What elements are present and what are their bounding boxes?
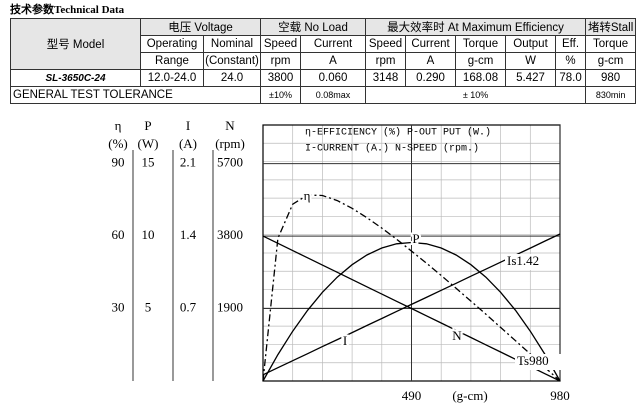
curve	[262, 235, 561, 382]
legend-text: I-CURRENT (A.) N-SPEED (rpm.)	[305, 143, 479, 155]
annotation-bg	[505, 254, 551, 270]
curve-label: N	[452, 328, 462, 343]
spec-table: 型号 Model 电压 Voltage 空载 No Load 最大效率时 At …	[9, 18, 637, 104]
cell: GENERAL TEST TOLERANCE	[9, 86, 262, 104]
curve-label: P	[412, 231, 419, 246]
curve-label: P	[412, 231, 419, 246]
y-tick-label: 90	[112, 155, 125, 170]
y-tick-label: 5700	[217, 155, 243, 170]
cell: Output	[505, 35, 557, 53]
cell: 空载 No Load	[260, 18, 367, 36]
annotation-bg	[515, 354, 561, 370]
y-tick-label: 30	[112, 300, 125, 315]
axis-label: N	[225, 118, 235, 133]
curve-label: I	[343, 333, 347, 348]
cell: 堵转Stall	[585, 18, 637, 36]
axis-unit: (A)	[179, 136, 197, 151]
axis-unit: (%)	[108, 136, 128, 151]
x-axis-label: (g-cm)	[452, 388, 487, 403]
y-tick-label: 5	[145, 300, 152, 315]
cell: 12.0-24.0	[140, 69, 204, 87]
cell: 电压 Voltage	[139, 18, 262, 36]
curve-label: I	[343, 333, 347, 348]
cell: ±10%	[260, 86, 302, 104]
cell: Nominal	[202, 35, 262, 53]
curve-label: η	[304, 188, 311, 203]
axis-unit: (rpm)	[215, 136, 245, 151]
y-tick-label: 1900	[217, 300, 243, 315]
cell: Eff.	[555, 35, 587, 53]
y-tick-label: 0.7	[180, 300, 197, 315]
y-tick-label: 60	[112, 227, 125, 242]
curve-label: N	[452, 328, 462, 343]
cell: Operating	[140, 35, 204, 53]
y-tick-label: 3800	[217, 227, 243, 242]
y-tick-label: 15	[142, 155, 155, 170]
cell: ± 10%	[365, 86, 587, 104]
axis-unit: (W)	[138, 136, 159, 151]
x-tick-label: 490	[402, 388, 422, 403]
curve	[262, 194, 561, 382]
annotation: Ts980	[517, 353, 549, 368]
cell: 168.08	[455, 69, 507, 87]
axis-label: P	[144, 118, 151, 133]
legend-text: η-EFFICIENCY (%) P-OUT PUT (W.)	[305, 127, 491, 139]
title: 技术参数Technical Data	[10, 4, 125, 16]
cell: 最大效率时 At Maximum Efficiency	[365, 18, 587, 36]
curve	[262, 241, 561, 382]
y-tick-label: 10	[142, 227, 155, 242]
x-tick-label: 980	[550, 388, 570, 403]
cell: Torque	[585, 35, 637, 53]
annotation: Is1.42	[507, 253, 539, 268]
y-tick-label: 1.4	[180, 227, 197, 242]
axis-label: η	[115, 118, 122, 133]
axis-label: I	[186, 118, 190, 133]
cell: 830min	[585, 86, 637, 104]
y-tick-label: 2.1	[180, 155, 196, 170]
curve-label: η	[304, 188, 311, 203]
